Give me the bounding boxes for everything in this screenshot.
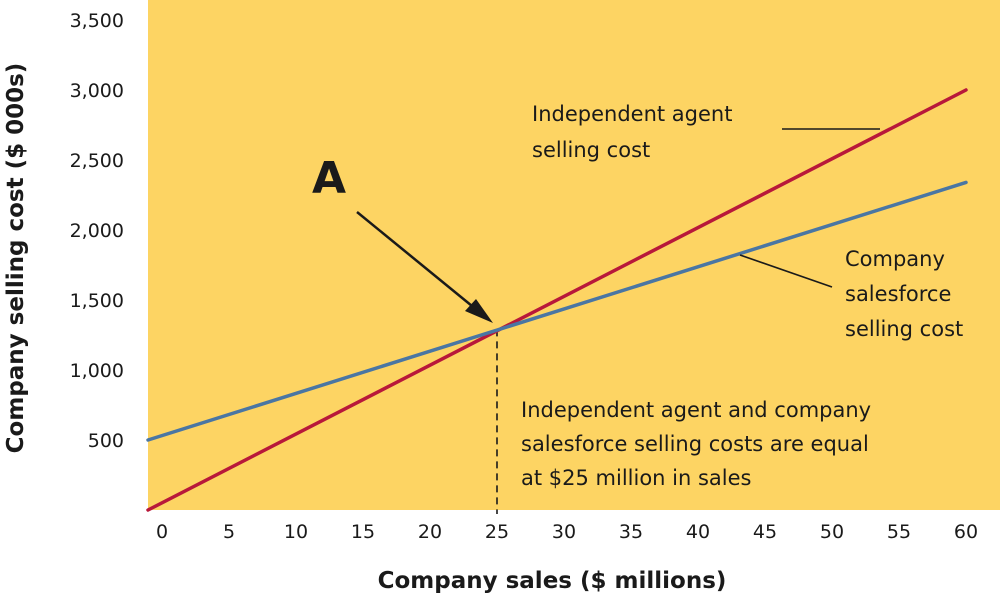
y-axis-tick-labels: 500 1,000 1,500 2,000 2,500 3,000 3,500 (70, 10, 124, 452)
x-tick-label: 25 (485, 521, 509, 543)
company-salesforce-cost-line (146, 180, 968, 442)
x-tick-label: 40 (686, 521, 710, 543)
y-tick-label: 3,500 (70, 10, 124, 32)
independent-agent-cost-line (146, 88, 968, 512)
y-tick-label: 1,000 (70, 360, 124, 382)
x-tick-label: 60 (954, 521, 978, 543)
x-tick-label: 55 (887, 521, 911, 543)
x-tick-label: 10 (284, 521, 308, 543)
equal-cost-note: Independent agent and company salesforce… (521, 398, 878, 490)
y-axis-title: Company selling cost ($ 000s) (3, 63, 29, 454)
salesforce-label: Company salesforce selling cost (845, 247, 963, 341)
x-tick-label: 50 (820, 521, 844, 543)
x-tick-label: 5 (223, 521, 235, 543)
x-tick-label: 15 (351, 521, 375, 543)
plot-area-background (148, 0, 1000, 510)
salesforce-label-leader (739, 254, 833, 288)
x-tick-label: 30 (552, 521, 576, 543)
y-tick-label: 500 (88, 430, 124, 452)
y-tick-label: 2,000 (70, 220, 124, 242)
agent-label: Independent agent selling cost (532, 102, 739, 162)
x-tick-label: 0 (156, 521, 168, 543)
y-tick-label: 2,500 (70, 150, 124, 172)
point-a-label: A (312, 153, 346, 204)
x-tick-label: 20 (418, 521, 442, 543)
x-tick-label: 35 (619, 521, 643, 543)
y-tick-label: 3,000 (70, 80, 124, 102)
point-a-arrow-shaft (356, 211, 473, 307)
x-axis-tick-labels: 0 5 10 15 20 25 30 35 40 45 50 55 60 (156, 521, 978, 543)
x-tick-label: 45 (753, 521, 777, 543)
point-a-arrowhead (465, 299, 493, 323)
x-axis-title: Company sales ($ millions) (378, 568, 727, 594)
y-tick-label: 1,500 (70, 290, 124, 312)
